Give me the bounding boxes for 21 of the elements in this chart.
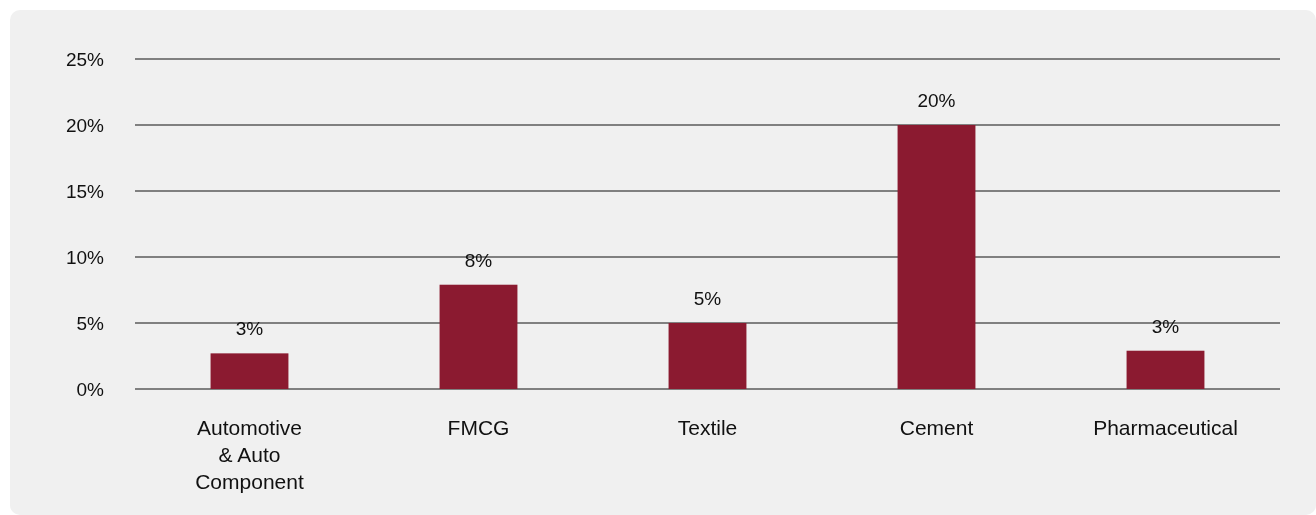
data-label: 20% [917, 90, 956, 111]
data-label: 5% [693, 288, 722, 309]
y-tick-label: 20% [65, 114, 105, 136]
x-tick-label: Cement [899, 416, 974, 439]
bar [1126, 350, 1205, 389]
bar [210, 353, 289, 389]
bar [668, 323, 747, 389]
x-tick-label: Automotive & Auto Component [195, 416, 304, 493]
data-label: 3% [1151, 315, 1180, 337]
y-tick-label: 0% [76, 378, 105, 400]
x-tick-label: FMCG [447, 416, 510, 439]
x-tick-label: Textile [677, 416, 738, 439]
y-tick-label: 5% [76, 312, 105, 334]
y-tick-label: 15% [65, 180, 105, 202]
y-tick-label: 10% [65, 246, 105, 268]
y-tick-label: 25% [65, 48, 105, 70]
bar [897, 125, 976, 389]
data-label: 3% [235, 318, 264, 340]
x-tick-label: Pharmaceutical [1093, 416, 1238, 439]
bar [439, 284, 518, 389]
data-label: 8% [464, 249, 493, 271]
